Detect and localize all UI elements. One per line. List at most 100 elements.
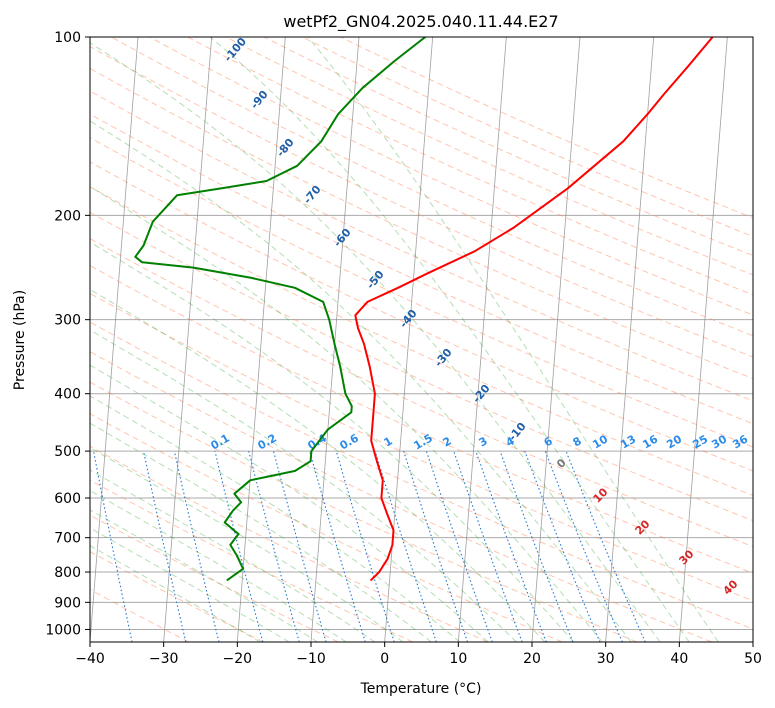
moist-adiabat-line <box>90 120 632 642</box>
dry-adiabat-line <box>90 90 753 402</box>
mixing-ratio-line <box>173 450 220 642</box>
x-tick-label: −20 <box>223 651 253 667</box>
dewpoint-profile-line <box>134 37 427 581</box>
mixing-ratio-line <box>92 450 133 642</box>
plot-frame <box>89 36 754 643</box>
mixing-ratio-line <box>142 450 187 642</box>
dry-adiabat-line <box>90 113 753 425</box>
dry-adiabat-line <box>187 37 753 296</box>
moist-adiabat-line <box>90 364 489 642</box>
axes: −40 −30 −20 −10 0 10 20 30 40 5010020030040050060… <box>45 30 762 667</box>
isotherm-line <box>752 636 753 642</box>
isotherm-line <box>457 37 507 642</box>
y-tick-label: 600 <box>54 491 81 507</box>
x-tick-label: 0 <box>380 651 389 667</box>
y-tick-label: 300 <box>54 313 81 329</box>
moist-adiabat-line <box>90 241 574 642</box>
x-tick-label: 50 <box>744 651 762 667</box>
mixing-ratio-line <box>335 450 395 642</box>
y-tick-label: 200 <box>54 208 81 224</box>
dry-adiabat-line <box>340 37 753 219</box>
dry-adiabat-line <box>90 161 753 472</box>
mixing-ratio-label: 36 <box>730 432 750 451</box>
mixing-ratio-label: 0.1 <box>209 431 232 452</box>
dry-adiabat-line <box>90 45 753 358</box>
isotherm-line <box>605 37 655 642</box>
mixing-ratio-label: 16 <box>640 432 660 451</box>
y-tick-label: 400 <box>54 387 81 403</box>
isotherm-line <box>678 37 728 642</box>
moist-adiabat-line <box>90 422 432 642</box>
dry-adiabat-line <box>90 514 339 642</box>
x-tick-label: 30 <box>597 651 615 667</box>
mixing-ratio-line <box>499 450 574 642</box>
y-tick-label: 100 <box>54 30 81 46</box>
dry-adiabat-line <box>90 238 753 548</box>
moist-adiabat-line <box>90 527 290 642</box>
temperature-profile-line <box>354 37 714 581</box>
y-tick-label: 900 <box>54 595 81 611</box>
mixing-ratio-label: 10 <box>590 432 610 451</box>
x-tick-label: −10 <box>296 651 326 667</box>
mixing-ratio-line <box>248 450 300 642</box>
moist-adiabat-line <box>90 509 319 642</box>
mixing-ratio-label: 6 <box>542 434 555 449</box>
moist-adiabat-label: 30 <box>677 547 697 567</box>
isotherm-line <box>90 37 139 642</box>
isotherm-line <box>310 37 360 642</box>
dry-adiabat-line <box>90 445 488 642</box>
dry-adiabat-line <box>90 137 753 448</box>
dry-adiabat-line <box>301 37 753 238</box>
isotherm-line <box>531 37 581 642</box>
dry-adiabat-line <box>90 67 753 380</box>
isotherm-line <box>384 37 434 642</box>
x-tick-label: 20 <box>523 651 541 667</box>
x-tick-label: −40 <box>75 651 105 667</box>
moist-adiabat-line <box>307 37 719 642</box>
x-tick-label: 40 <box>670 651 688 667</box>
y-axis-title: Pressure (hPa) <box>12 290 28 390</box>
isotherm-line <box>236 37 286 642</box>
y-tick-label: 1000 <box>45 622 81 638</box>
chart-title: wetPf2_GN04.2025.040.11.44.E27 <box>283 12 558 32</box>
mixing-ratio-label: 1.5 <box>412 431 435 452</box>
dry-adiabat-line <box>90 479 414 642</box>
dry-adiabat-label: -100 <box>221 35 249 65</box>
mixing-ratio-line <box>403 450 469 642</box>
dry-adiabat-line <box>90 292 753 602</box>
dry-adiabat-label: -60 <box>331 226 354 250</box>
dry-adiabat-label: -70 <box>301 183 324 207</box>
moist-adiabat-line <box>90 186 603 642</box>
dry-adiabat-line <box>90 413 563 642</box>
background-lines <box>90 37 753 642</box>
mixing-ratio-line <box>425 450 493 642</box>
moist-adiabat-line <box>90 42 661 642</box>
isotherm-line <box>163 37 213 642</box>
dry-adiabat-line <box>90 321 753 630</box>
moist-adiabat-line <box>90 288 546 642</box>
y-tick-label: 800 <box>54 565 81 581</box>
dry-adiabat-line <box>225 37 753 276</box>
dry-adiabat-line <box>111 37 753 337</box>
x-axis-title: Temperature (°C) <box>360 681 482 697</box>
mixing-ratio-label: 30 <box>709 432 729 451</box>
dry-adiabat-line <box>149 37 753 316</box>
mixing-ratio-line <box>453 450 523 642</box>
moist-adiabat-line <box>209 37 690 642</box>
moist-adiabat-line <box>90 329 517 642</box>
dry-adiabat-line <box>90 186 753 497</box>
mixing-ratio-line <box>214 450 264 642</box>
mixing-ratio-label: 8 <box>571 434 584 449</box>
mixing-ratio-line <box>565 450 646 642</box>
dry-adiabat-line <box>90 211 753 522</box>
mixing-ratio-line <box>272 450 327 642</box>
moist-adiabat-line <box>90 395 461 642</box>
dry-adiabat-line <box>90 588 190 642</box>
moist-adiabat-line <box>90 447 404 642</box>
mixing-ratio-line <box>309 450 366 642</box>
dry-adiabat-line <box>90 351 712 642</box>
profile-lines <box>134 37 714 581</box>
mixing-ratio-line <box>374 450 437 642</box>
dry-adiabat-line <box>90 264 753 574</box>
